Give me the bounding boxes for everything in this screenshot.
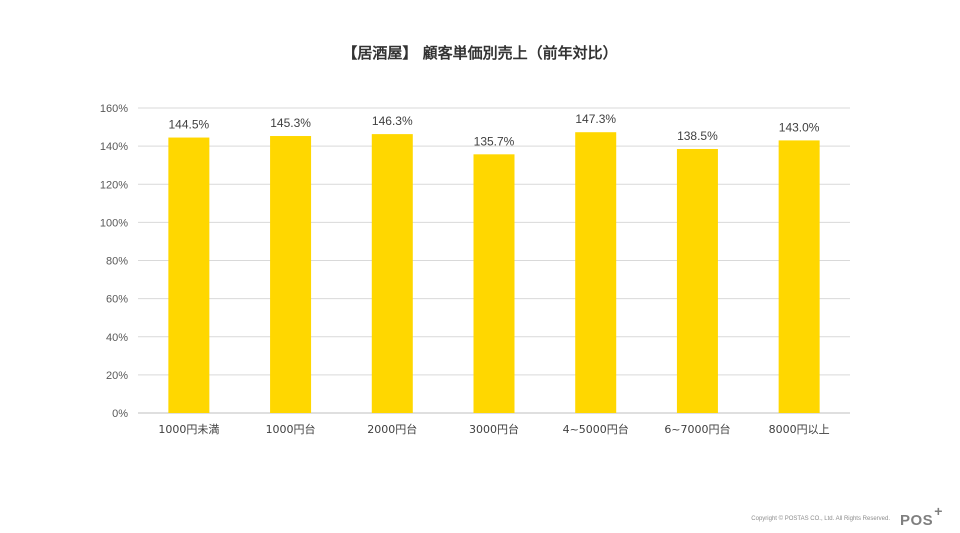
logo-text: POS	[900, 512, 934, 529]
data-label: 147.3%	[575, 112, 616, 126]
chart-title: 【居酒屋】 顧客単価別売上（前年対比）	[342, 44, 618, 62]
x-category-label: 8000円以上	[769, 423, 830, 436]
brand-logo: POS+	[900, 503, 943, 529]
y-tick-label: 0%	[112, 408, 128, 420]
y-tick-label: 40%	[106, 332, 128, 344]
y-tick-label: 120%	[100, 179, 128, 191]
data-label: 145.3%	[270, 116, 311, 130]
bar	[168, 137, 210, 413]
data-label: 138.5%	[677, 129, 718, 143]
bar	[676, 148, 718, 413]
x-axis-category-labels: 1000円未満 1000円台 2000円台 3000円台 4~5000円台 6~7000円…	[158, 422, 829, 436]
y-tick-label: 140%	[100, 141, 128, 153]
y-tick-label: 160%	[100, 103, 128, 115]
y-tick-label: 20%	[106, 370, 128, 382]
logo-plus-mark: +	[934, 503, 943, 519]
y-tick-label: 80%	[106, 256, 128, 268]
bars	[168, 132, 820, 413]
bar	[371, 134, 413, 413]
bar	[270, 136, 312, 413]
y-axis-tick-labels: 0% 20% 40% 60% 80% 100% 120% 140% 160%	[100, 103, 128, 420]
x-category-label: 2000円台	[367, 422, 417, 436]
data-labels: 144.5% 145.3% 146.3% 135.7% 147.3% 138.5% 143.…	[169, 112, 820, 148]
x-category-label: 3000円台	[469, 422, 519, 436]
data-label: 135.7%	[474, 134, 515, 148]
copyright-text: Copyright © POSTAS CO., Ltd. All Rights …	[751, 516, 890, 522]
bar	[778, 140, 820, 413]
bar	[575, 132, 617, 413]
x-category-label: 4~5000円台	[563, 422, 629, 436]
data-label: 146.3%	[372, 114, 413, 128]
x-category-label: 6~7000円台	[664, 422, 730, 436]
data-label: 144.5%	[169, 118, 210, 132]
data-label: 143.0%	[779, 120, 820, 134]
bar	[473, 154, 515, 413]
x-category-label: 1000円未満	[158, 423, 219, 436]
y-tick-label: 60%	[106, 294, 128, 306]
x-category-label: 1000円台	[266, 422, 316, 436]
y-tick-label: 100%	[100, 217, 128, 229]
